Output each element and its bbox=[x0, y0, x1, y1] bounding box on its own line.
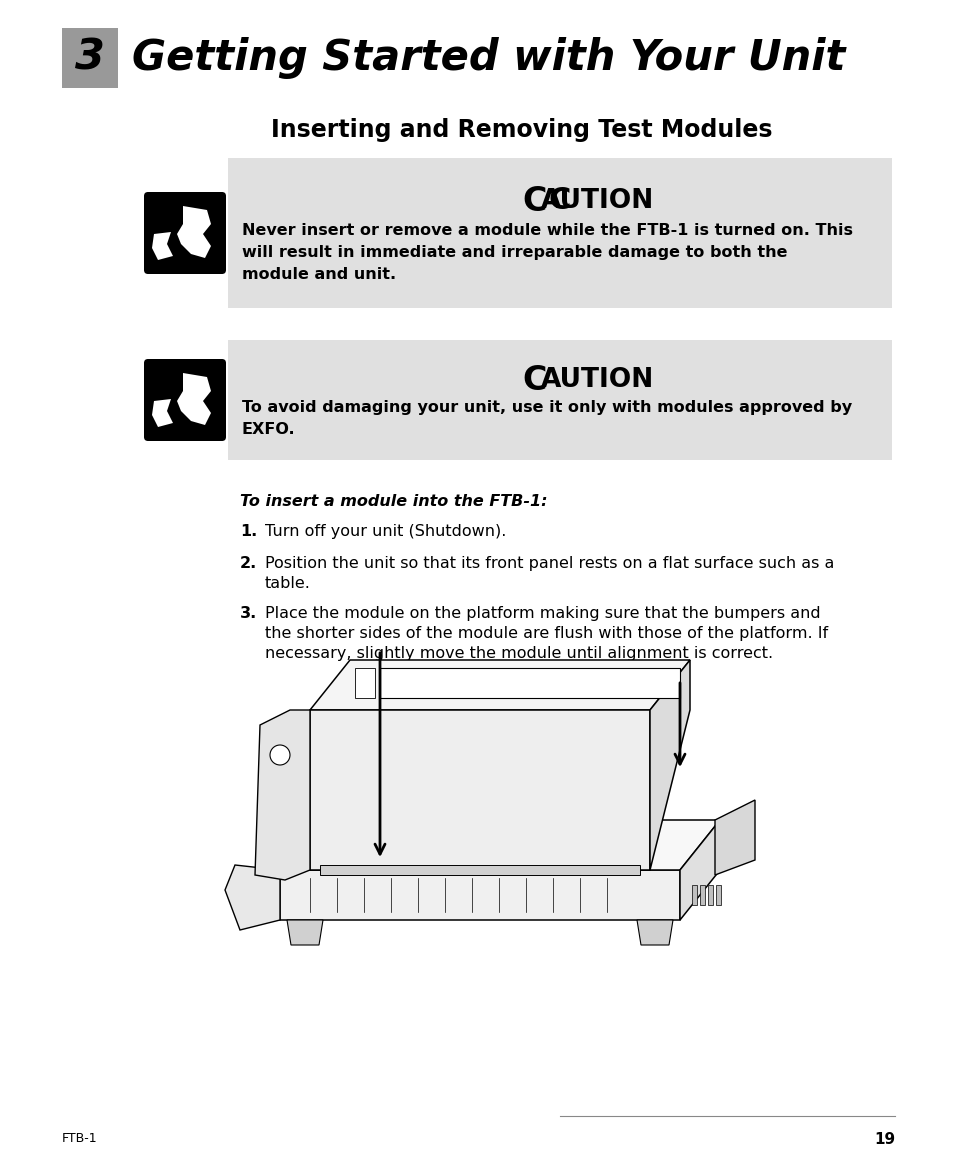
Polygon shape bbox=[310, 659, 689, 710]
Text: will result in immediate and irreparable damage to both the: will result in immediate and irreparable… bbox=[242, 245, 786, 260]
Polygon shape bbox=[691, 885, 697, 905]
Polygon shape bbox=[280, 870, 679, 920]
Polygon shape bbox=[152, 232, 172, 260]
Text: C: C bbox=[521, 364, 546, 398]
Text: FTB-1: FTB-1 bbox=[62, 1132, 97, 1145]
Polygon shape bbox=[280, 821, 720, 870]
Bar bbox=[228, 158, 891, 308]
Text: To insert a module into the FTB-1:: To insert a module into the FTB-1: bbox=[240, 494, 547, 509]
Polygon shape bbox=[679, 821, 720, 920]
FancyBboxPatch shape bbox=[144, 192, 226, 274]
Text: 3.: 3. bbox=[240, 606, 257, 621]
Text: C: C bbox=[521, 185, 546, 218]
Bar bbox=[62, 28, 118, 88]
Text: 3: 3 bbox=[75, 37, 105, 79]
Text: To avoid damaging your unit, use it only with modules approved by: To avoid damaging your unit, use it only… bbox=[242, 400, 851, 415]
Polygon shape bbox=[287, 920, 323, 945]
Polygon shape bbox=[637, 920, 672, 945]
Text: Position the unit so that its front panel rests on a flat surface such as a: Position the unit so that its front pane… bbox=[265, 556, 834, 571]
Polygon shape bbox=[254, 710, 310, 880]
Text: EXFO.: EXFO. bbox=[242, 422, 295, 437]
Polygon shape bbox=[310, 710, 649, 870]
Text: 19: 19 bbox=[873, 1132, 894, 1147]
Text: AUTION: AUTION bbox=[540, 367, 654, 393]
Text: Place the module on the platform making sure that the bumpers and: Place the module on the platform making … bbox=[265, 606, 820, 621]
Polygon shape bbox=[649, 659, 689, 870]
Polygon shape bbox=[355, 668, 375, 698]
Polygon shape bbox=[707, 885, 712, 905]
Polygon shape bbox=[177, 373, 211, 425]
Text: table.: table. bbox=[265, 576, 311, 591]
Text: Never insert or remove a module while the FTB-1 is turned on. This: Never insert or remove a module while th… bbox=[242, 223, 852, 238]
Polygon shape bbox=[714, 800, 754, 875]
Polygon shape bbox=[152, 399, 172, 427]
Text: 1.: 1. bbox=[240, 524, 257, 539]
Polygon shape bbox=[716, 885, 720, 905]
Text: Getting Started with Your Unit: Getting Started with Your Unit bbox=[132, 37, 844, 79]
FancyBboxPatch shape bbox=[144, 359, 226, 442]
Polygon shape bbox=[225, 865, 280, 930]
Text: AUTION: AUTION bbox=[540, 188, 654, 214]
Text: Turn off your unit (Shutdown).: Turn off your unit (Shutdown). bbox=[265, 524, 506, 539]
Text: C: C bbox=[548, 185, 571, 216]
Circle shape bbox=[270, 745, 290, 765]
Polygon shape bbox=[700, 885, 704, 905]
Text: the shorter sides of the module are flush with those of the platform. If: the shorter sides of the module are flus… bbox=[265, 626, 827, 641]
Polygon shape bbox=[379, 668, 679, 698]
Text: Inserting and Removing Test Modules: Inserting and Removing Test Modules bbox=[271, 118, 772, 143]
Text: module and unit.: module and unit. bbox=[242, 267, 395, 282]
Text: 2.: 2. bbox=[240, 556, 257, 571]
Bar bbox=[228, 340, 891, 460]
Text: necessary, slightly move the module until alignment is correct.: necessary, slightly move the module unti… bbox=[265, 646, 772, 661]
Polygon shape bbox=[177, 206, 211, 258]
Polygon shape bbox=[319, 865, 639, 875]
